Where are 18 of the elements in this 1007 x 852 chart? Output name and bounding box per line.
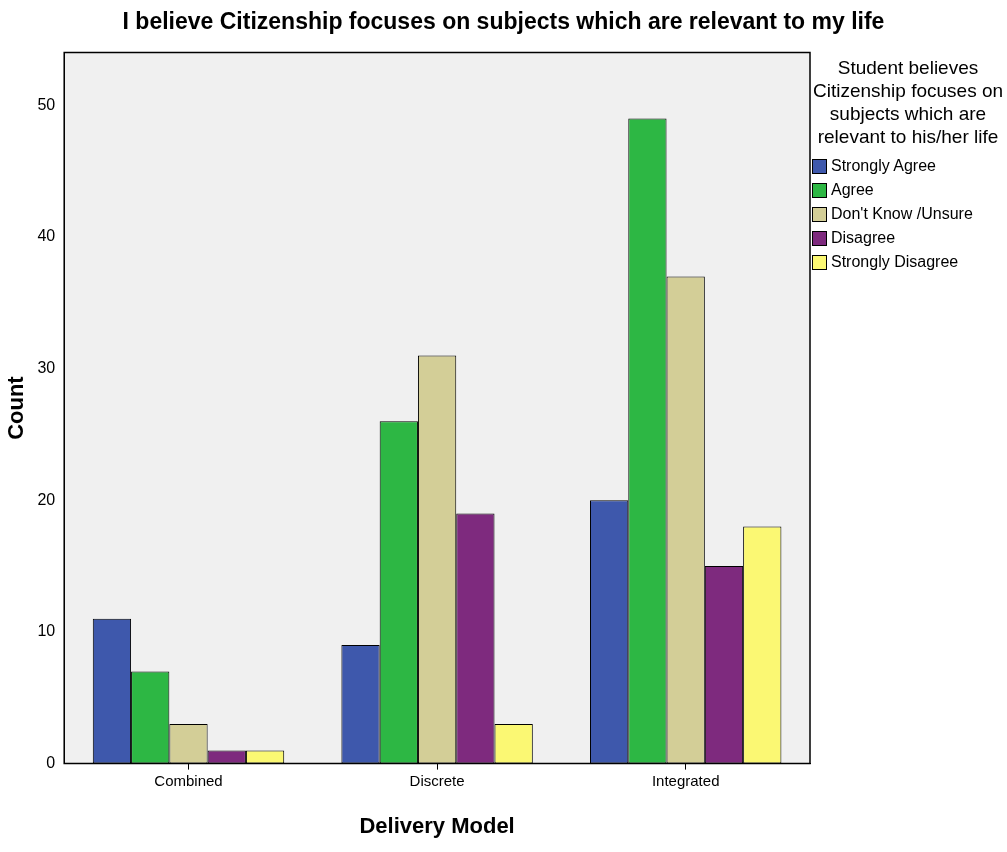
legend-label: Strongly Disagree <box>831 253 959 271</box>
x-tick-label: Integrated <box>651 771 720 789</box>
chart-title: I believe Citizenship focuses on subjects which are relevant to my life <box>121 8 886 35</box>
y-tick-label: 40 <box>37 227 56 245</box>
legend-label: Strongly Agree <box>831 157 936 175</box>
y-axis-title: Count <box>3 375 29 440</box>
y-tick-label: 0 <box>46 754 56 772</box>
legend-label: Disagree <box>831 229 896 247</box>
y-tick-label: 30 <box>37 359 56 377</box>
legend-title: Student believes Citizenship focuses on subjects which are relevant to his/her life <box>812 56 1004 148</box>
y-tick-label: 20 <box>37 490 56 508</box>
x-tick-label: Combined <box>154 771 223 789</box>
legend-label: Agree <box>831 181 874 199</box>
y-tick-label: 50 <box>37 95 56 113</box>
x-tick-label: Discrete <box>409 771 465 789</box>
legend-label: Don't Know /Unsure <box>831 205 973 223</box>
y-tick-label: 10 <box>37 622 56 640</box>
x-axis-title: Delivery Model <box>359 812 515 838</box>
